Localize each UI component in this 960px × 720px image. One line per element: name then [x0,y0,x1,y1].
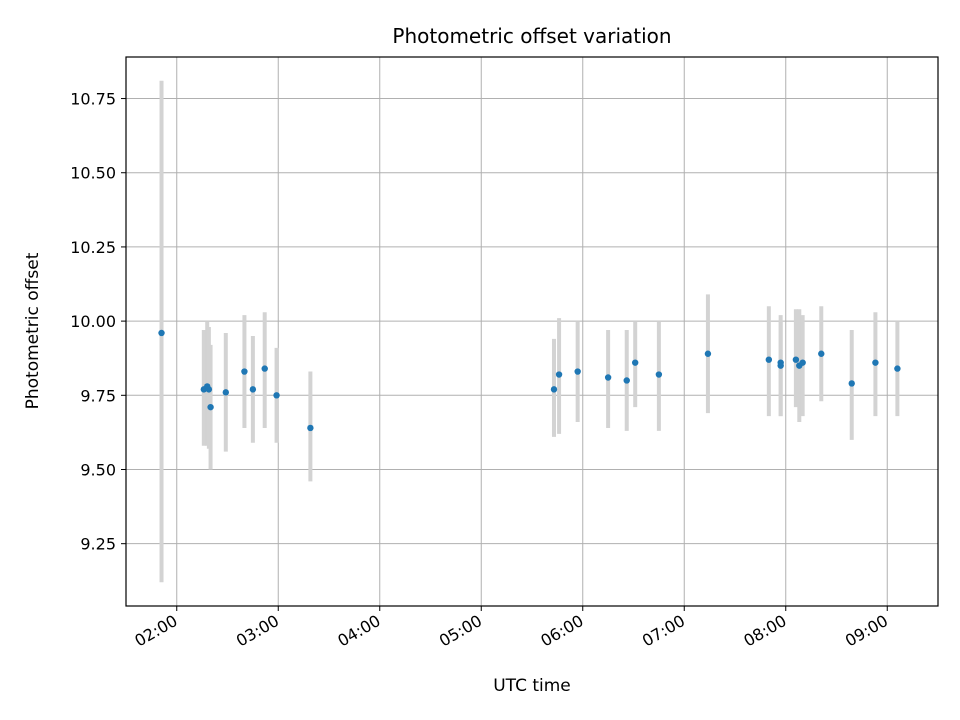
data-point [765,356,773,363]
data-point [604,374,612,381]
data-point [704,350,712,357]
y-tick-label: 9.75 [80,386,116,405]
data-point [631,359,639,366]
data-point [848,380,855,387]
y-axis: 9.25 9.50 9.75 10.00 10.25 10.50 10.75 [70,90,126,554]
grid [126,57,938,606]
data-point [249,386,257,393]
data-point [273,392,280,399]
data-point [894,365,901,372]
data-point [623,377,630,384]
data-point [555,371,563,378]
data-point [222,389,230,396]
data-point [574,368,581,375]
y-tick-label: 9.50 [80,460,116,479]
data-point [655,371,663,378]
data-point [818,350,825,357]
x-axis-label: UTC time [493,676,571,696]
y-tick-label: 10.50 [70,164,116,183]
y-tick-label: 10.75 [70,90,116,109]
data-point [872,359,879,366]
data-point [799,359,806,366]
y-axis-label: Photometric offset [23,252,43,409]
data-point [792,356,800,363]
data-point [550,386,558,393]
data-point [241,368,248,375]
data-point [307,424,314,432]
data-point [261,365,268,372]
y-tick-label: 10.00 [70,312,116,331]
data-points [158,329,901,432]
y-tick-label: 10.25 [70,238,116,257]
data-point [207,403,214,411]
data-point [777,362,784,369]
chart-title: Photometric offset variation [392,24,671,48]
data-point [205,386,213,393]
plot-frame [125,56,939,607]
y-tick-label: 9.25 [80,535,116,554]
data-point [158,329,165,337]
